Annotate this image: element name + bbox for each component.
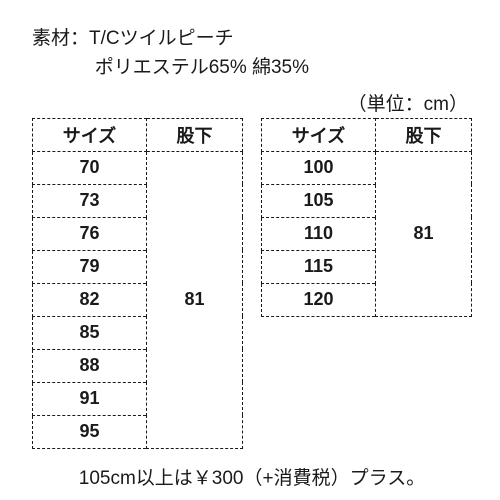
footer-note: 105cm以上は￥300（+消費税）プラス。 <box>32 463 472 490</box>
col-header-size-right: サイズ <box>262 118 376 151</box>
inseam-cell-left: 81 <box>147 151 243 448</box>
size-cell: 73 <box>33 184 147 217</box>
size-cell: 85 <box>33 316 147 349</box>
size-cell: 110 <box>262 217 376 250</box>
size-cell: 82 <box>33 283 147 316</box>
col-header-size-left: サイズ <box>33 118 147 151</box>
size-cell: 95 <box>33 415 147 448</box>
material-label: 素材： <box>32 28 89 49</box>
material-name: T/Cツイルピーチ <box>89 28 234 49</box>
size-cell: 88 <box>33 349 147 382</box>
material-composition: ポリエステル65% 綿35% <box>32 53 472 82</box>
table-header-row: サイズ 股下 サイズ 股下 <box>33 118 472 151</box>
size-cell: 91 <box>33 382 147 415</box>
size-table: サイズ 股下 サイズ 股下 70 81 100 81 73 105 76 110… <box>32 118 472 449</box>
size-cell: 100 <box>262 151 376 184</box>
size-cell: 115 <box>262 250 376 283</box>
table-row: 70 81 100 81 <box>33 151 472 184</box>
size-cell: 79 <box>33 250 147 283</box>
size-cell: 120 <box>262 283 376 316</box>
size-cell: 70 <box>33 151 147 184</box>
size-cell: 105 <box>262 184 376 217</box>
col-header-inseam-left: 股下 <box>147 118 243 151</box>
material-block: 素材：T/Cツイルピーチ ポリエステル65% 綿35% <box>32 24 472 83</box>
size-tables: サイズ 股下 サイズ 股下 70 81 100 81 73 105 76 110… <box>32 118 472 449</box>
inseam-cell-right: 81 <box>376 151 472 316</box>
unit-label: （単位：cm） <box>32 89 472 116</box>
size-cell: 76 <box>33 217 147 250</box>
material-line1: 素材：T/Cツイルピーチ <box>32 24 472 53</box>
col-header-inseam-right: 股下 <box>376 118 472 151</box>
